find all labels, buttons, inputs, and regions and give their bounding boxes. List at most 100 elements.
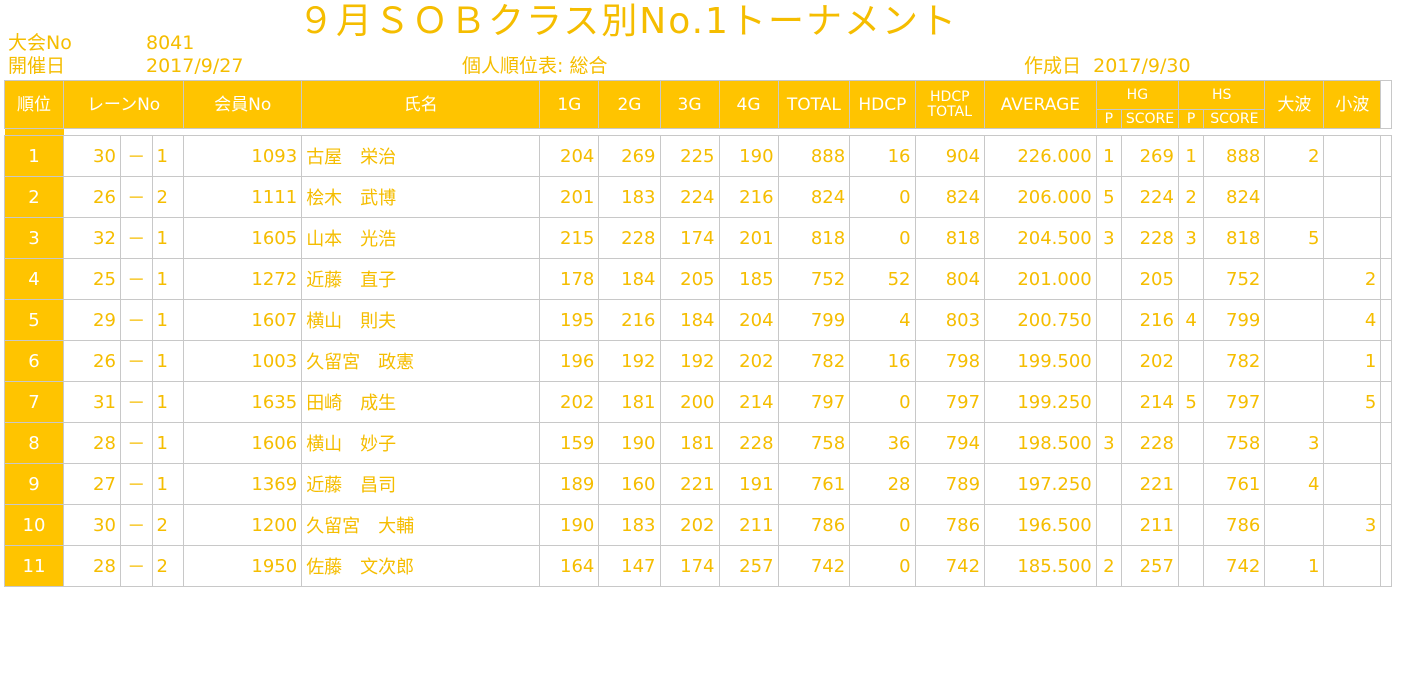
total-cell: 799: [777, 299, 851, 341]
onami-cell: [1264, 176, 1325, 218]
lane-sub-cell: 1: [151, 258, 185, 300]
konami-cell: [1323, 217, 1382, 259]
game-2-cell: 183: [598, 504, 661, 546]
rank-cell: 7: [3, 381, 65, 423]
lane-cell: 25: [63, 258, 121, 300]
name-cell: 山本 光浩: [301, 217, 541, 259]
lane-sub-cell: 1: [151, 135, 185, 177]
total-cell: 761: [777, 463, 851, 505]
hdcp-cell: 0: [849, 545, 916, 587]
col-hdcp-total: HDCP TOTAL: [914, 80, 986, 129]
hg-score-cell: 228: [1121, 217, 1179, 259]
lane-sub-cell: 1: [151, 217, 185, 259]
member-no-cell: 1605: [183, 217, 303, 259]
name-cell: 久留宮 大輔: [301, 504, 541, 546]
hs-p-cell: [1177, 258, 1205, 300]
onami-cell: 2: [1264, 135, 1325, 177]
game-3-cell: 200: [659, 381, 720, 423]
konami-cell: [1323, 135, 1382, 177]
hs-p-cell: [1177, 422, 1205, 464]
header-gap: [4, 128, 1392, 136]
konami-cell: 1: [1323, 340, 1382, 382]
member-no-cell: 1200: [183, 504, 303, 546]
col-game-3: 3G: [659, 80, 720, 129]
game-1-cell: 164: [539, 545, 600, 587]
hdcp-cell: 28: [849, 463, 916, 505]
member-no-cell: 1950: [183, 545, 303, 587]
game-3-cell: 181: [659, 422, 720, 464]
col-hdcp-total-line2: TOTAL: [927, 103, 972, 120]
lane-dash-cell: －: [119, 258, 153, 300]
lane-dash-cell: －: [119, 217, 153, 259]
hdcp-cell: 0: [849, 217, 916, 259]
rank-cell: 3: [3, 217, 65, 259]
onami-cell: [1264, 504, 1325, 546]
gap-rest: [64, 129, 1392, 136]
tournament-no-label: 大会No: [8, 32, 72, 54]
hg-score-cell: 216: [1121, 299, 1179, 341]
hs-p-cell: 3: [1177, 217, 1205, 259]
total-cell: 742: [777, 545, 851, 587]
average-cell: 206.000: [984, 176, 1097, 218]
game-1-cell: 202: [539, 381, 600, 423]
lane-dash-cell: －: [119, 381, 153, 423]
table-row: 7 31 － 1 1635 田崎 成生 202 181 200 214 797 0 797 199.250…: [3, 381, 1392, 423]
name-cell: 佐藤 文次郎: [301, 545, 541, 587]
hdcp-cell: 0: [849, 504, 916, 546]
member-no-cell: 1093: [183, 135, 303, 177]
name-cell: 横山 妙子: [301, 422, 541, 464]
hg-score-cell: 221: [1121, 463, 1179, 505]
hs-p-cell: 4: [1177, 299, 1205, 341]
game-1-cell: 215: [539, 217, 600, 259]
name-cell: 古屋 栄治: [301, 135, 541, 177]
lane-sub-cell: 1: [151, 299, 185, 341]
lane-cell: 29: [63, 299, 121, 341]
col-total: TOTAL: [777, 80, 851, 129]
average-cell: 201.000: [984, 258, 1097, 300]
onami-cell: [1264, 381, 1325, 423]
created-date: 作成日 2017/9/30: [1024, 55, 1191, 77]
rank-cell: 11: [3, 545, 65, 587]
col-hs: HS: [1177, 80, 1266, 110]
onami-cell: [1264, 258, 1325, 300]
total-cell: 782: [777, 340, 851, 382]
col-konami: 小波: [1323, 80, 1382, 129]
table-row: 2 26 － 2 1111 桧木 武博 201 183 224 216 824 0 824 206.000…: [3, 176, 1392, 218]
total-cell: 786: [777, 504, 851, 546]
hs-score-cell: 824: [1203, 176, 1266, 218]
hs-p-cell: [1177, 340, 1205, 382]
game-1-cell: 159: [539, 422, 600, 464]
game-4-cell: 191: [718, 463, 779, 505]
member-no-cell: 1635: [183, 381, 303, 423]
hdcp-total-cell: 794: [914, 422, 986, 464]
hg-p-cell: 3: [1095, 422, 1123, 464]
col-game-4: 4G: [718, 80, 779, 129]
hg-p-cell: 1: [1095, 135, 1123, 177]
rank-cell: 10: [3, 504, 65, 546]
table-row: 9 27 － 1 1369 近藤 昌司 189 160 221 191 761 28 789 197.25…: [3, 463, 1392, 505]
hs-p-cell: [1177, 463, 1205, 505]
rank-cell: 2: [3, 176, 65, 218]
average-cell: 197.250: [984, 463, 1097, 505]
hs-score-cell: 797: [1203, 381, 1266, 423]
member-no-cell: 1272: [183, 258, 303, 300]
edge-cell: [1380, 463, 1392, 505]
hg-score-cell: 269: [1121, 135, 1179, 177]
table-body: 1 30 － 1 1093 古屋 栄治 204 269 225 190 888 16 904 226.00…: [3, 128, 1392, 587]
average-cell: 196.500: [984, 504, 1097, 546]
konami-cell: [1323, 463, 1382, 505]
hdcp-cell: 16: [849, 135, 916, 177]
gap-rank: [4, 128, 64, 136]
table-row: 3 32 － 1 1605 山本 光浩 215 228 174 201 818 0 818 204.500…: [3, 217, 1392, 259]
lane-sub-cell: 1: [151, 422, 185, 464]
hdcp-cell: 0: [849, 176, 916, 218]
total-cell: 888: [777, 135, 851, 177]
hg-p-cell: [1095, 258, 1123, 300]
konami-cell: 4: [1323, 299, 1382, 341]
hdcp-cell: 36: [849, 422, 916, 464]
edge-cell: [1380, 258, 1392, 300]
rank-cell: 5: [3, 299, 65, 341]
hg-p-cell: [1095, 504, 1123, 546]
konami-cell: [1323, 176, 1382, 218]
hdcp-total-cell: 904: [914, 135, 986, 177]
